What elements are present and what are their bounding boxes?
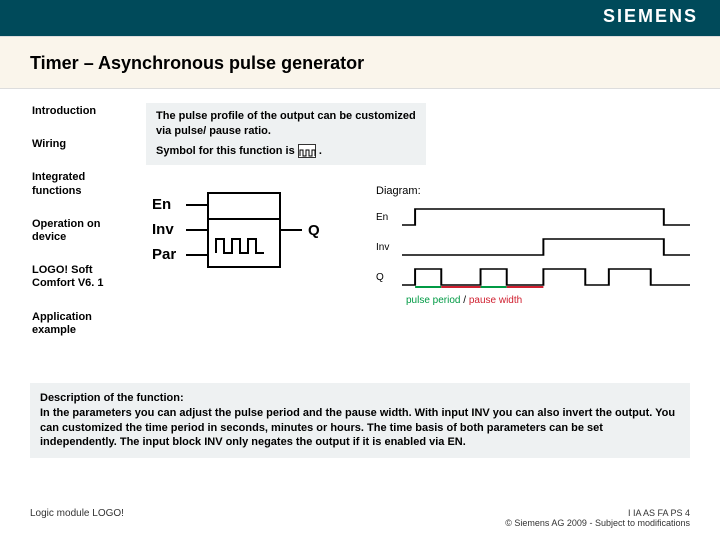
block-en-label: En (152, 196, 171, 213)
timing-row-q: Q (376, 265, 690, 289)
timing-title: Diagram: (376, 185, 690, 197)
function-symbol-icon (298, 144, 316, 158)
brand-top-bar: SIEMENS (0, 0, 720, 36)
nav-wiring[interactable]: Wiring (32, 138, 122, 151)
block-diagram: En Inv Par Q (146, 185, 336, 306)
footer-left: Logic module LOGO! (30, 508, 124, 528)
timing-label-inv: Inv (376, 242, 402, 253)
title-bar: Timer – Asynchronous pulse generator (0, 36, 720, 89)
timing-wave-q (402, 265, 690, 289)
main-panel: The pulse profile of the output can be c… (130, 89, 720, 357)
timing-wave-inv (402, 235, 690, 259)
nav-operation-on-device[interactable]: Operation on device (32, 218, 122, 244)
timing-legend: pulse period / pause width (376, 295, 690, 306)
intro-line-2: Symbol for this function is . (156, 144, 416, 159)
description-box: Description of the function: In the para… (30, 383, 690, 458)
timing-diagram: Diagram: En Inv Q (376, 185, 690, 306)
intro-line-2a: Symbol for this function is (156, 145, 295, 157)
legend-pulse-period: pulse period (406, 295, 460, 306)
timing-label-en: En (376, 212, 402, 223)
timing-wave-en (402, 205, 690, 229)
siemens-logo: SIEMENS (603, 6, 698, 27)
nav-integrated-functions[interactable]: Integrated functions (32, 171, 122, 197)
intro-line-2b: . (319, 145, 322, 157)
side-nav: Introduction Wiring Integrated functions… (0, 89, 130, 357)
page-title: Timer – Asynchronous pulse generator (30, 53, 690, 74)
nav-application-example[interactable]: Application example (32, 311, 122, 337)
content-area: Introduction Wiring Integrated functions… (0, 89, 720, 357)
footer-right: I IA AS FA PS 4 © Siemens AG 2009 - Subj… (505, 508, 690, 528)
block-inv-label: Inv (152, 221, 174, 238)
footer-code: I IA AS FA PS 4 (505, 508, 690, 518)
nav-introduction[interactable]: Introduction (32, 105, 122, 118)
description-heading: Description of the function: (40, 391, 680, 406)
description-body: In the parameters you can adjust the pul… (40, 406, 680, 451)
block-q-label: Q (308, 222, 320, 239)
diagrams-row: En Inv Par Q Diagram: En Inv (146, 185, 690, 306)
block-par-label: Par (152, 246, 176, 263)
nav-logo-soft-comfort[interactable]: LOGO! Soft Comfort V6. 1 (32, 264, 122, 290)
legend-sep: / (460, 295, 468, 306)
footer: Logic module LOGO! I IA AS FA PS 4 © Sie… (0, 508, 720, 528)
timing-label-q: Q (376, 272, 402, 283)
footer-copyright: © Siemens AG 2009 - Subject to modificat… (505, 518, 690, 528)
timing-row-en: En (376, 205, 690, 229)
intro-line-1: The pulse profile of the output can be c… (156, 109, 416, 140)
legend-pause-width: pause width (469, 295, 522, 306)
timing-row-inv: Inv (376, 235, 690, 259)
intro-text-box: The pulse profile of the output can be c… (146, 103, 426, 165)
